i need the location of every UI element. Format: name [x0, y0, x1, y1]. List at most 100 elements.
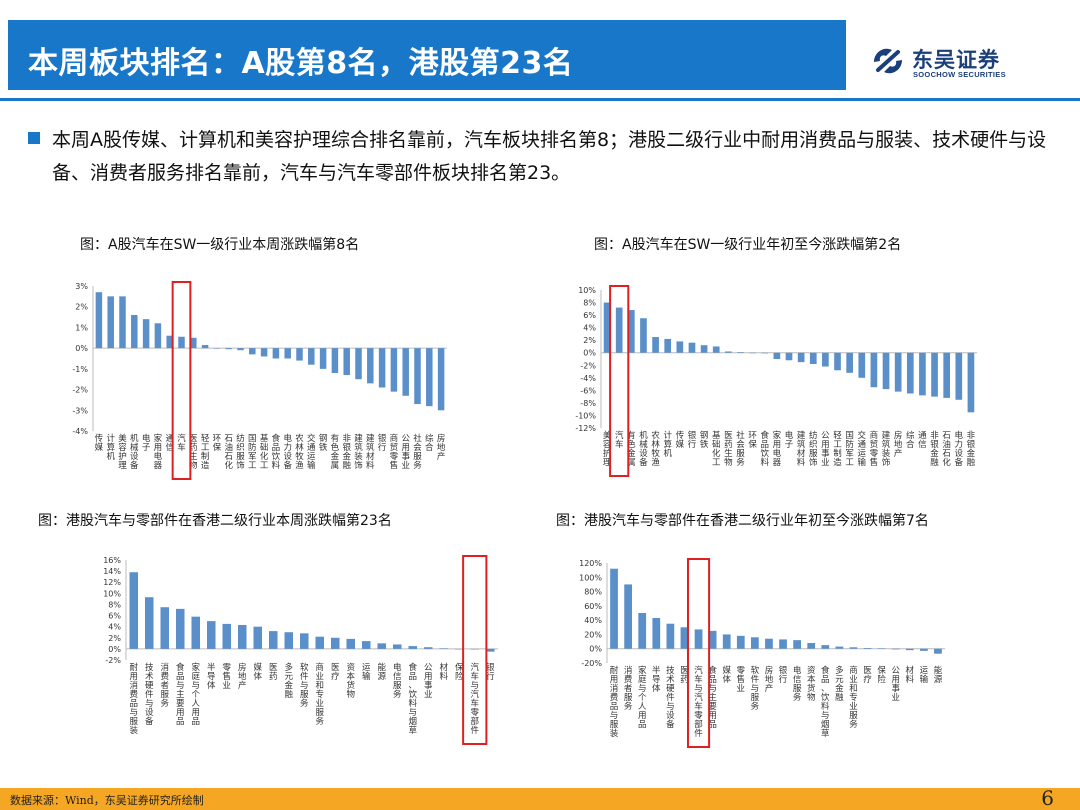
bar	[737, 352, 744, 353]
bar	[666, 623, 675, 649]
bar	[213, 348, 221, 349]
bar	[751, 637, 759, 649]
bar	[470, 648, 480, 650]
x-tick-label: 建筑装饰	[354, 433, 363, 471]
y-tick-label: -4%	[580, 374, 596, 383]
x-tick-label: 保险	[455, 662, 464, 682]
x-tick-label: 纺织服饰	[809, 430, 818, 468]
x-tick-label: 社会服务	[413, 433, 422, 471]
x-tick-label: 电信服务	[393, 662, 402, 700]
bar	[822, 352, 829, 367]
x-tick-label: 多元金融	[285, 662, 294, 700]
bar	[849, 647, 858, 649]
y-tick-label: 120%	[579, 559, 602, 568]
y-tick-label: 0%	[75, 344, 88, 353]
bar	[920, 648, 928, 651]
x-tick-label: 银行	[688, 430, 697, 450]
y-tick-label: 16%	[103, 556, 121, 565]
x-tick-label: 机械设备	[639, 430, 648, 468]
x-tick-label: 建筑装饰	[882, 430, 891, 468]
bar	[694, 629, 703, 649]
bar	[253, 626, 263, 649]
x-tick-label: 银行	[779, 665, 788, 685]
y-tick-label: 4%	[108, 623, 121, 632]
bar	[773, 352, 781, 359]
bar	[423, 647, 433, 649]
x-tick-label: 房地产	[894, 430, 903, 459]
x-tick-label: 美容护理	[603, 430, 612, 468]
chart-title-hk-ytd: 图：港股汽车与零部件在香港二级行业年初至今涨跌幅第7名	[556, 513, 929, 529]
logo-text-cn: 东吴证券	[912, 48, 1000, 72]
bar	[284, 348, 291, 359]
x-tick-label: 医药生物	[724, 431, 733, 468]
y-tick-label: 3%	[75, 282, 88, 291]
y-tick-label: 2%	[75, 303, 88, 312]
x-tick-label: 食品饮料	[272, 433, 281, 471]
x-tick-label: 通信	[918, 430, 927, 450]
x-tick-label: 机械设备	[130, 433, 139, 471]
y-tick-label: -20%	[581, 659, 602, 668]
x-tick-label: 计算机	[106, 433, 115, 462]
y-tick-label: 6%	[583, 311, 596, 320]
chart-title-a-ytd: 图：A股汽车在SW一级行业年初至今涨跌幅第2名	[594, 237, 902, 253]
x-tick-label: 家用电器	[154, 433, 163, 471]
x-tick-label: 半导体	[207, 662, 216, 691]
bar	[882, 352, 890, 390]
bar	[190, 337, 197, 349]
x-tick-label: 银行	[378, 433, 387, 453]
x-tick-label: 汽车	[177, 433, 186, 453]
summary-text: 本周A股传媒、计算机和美容护理综合排名靠前，汽车板块排名第8；港股二级行业中耐用…	[52, 129, 1047, 184]
bar	[638, 613, 647, 649]
chart-title-a-week: 图：A股汽车在SW一级行业本周涨跌幅第8名	[80, 237, 360, 253]
x-tick-label: 非银金融	[342, 433, 351, 471]
chart-hk-ytd: 120% 100% 80% 60% 40% 20% 0% -20% 耐用消费品与服装消费者服务家…	[579, 558, 945, 748]
company-logo: 东吴证券 SOOCHOW SECURITIES	[870, 44, 1030, 84]
x-tick-label: 国防军工	[845, 431, 854, 468]
x-tick-label: 电子	[785, 430, 794, 450]
x-tick-label: 媒体	[254, 663, 263, 682]
y-tick-label: 20%	[584, 630, 602, 639]
bar	[268, 631, 278, 649]
footer-bar	[0, 788, 1080, 810]
x-tick-label: 保险	[877, 665, 886, 685]
x-tick-label: 汽车	[615, 430, 624, 450]
x-tick-label: 电力设备	[955, 430, 964, 468]
logo-text-en: SOOCHOW SECURITIES	[913, 70, 1006, 79]
bar	[178, 336, 185, 349]
bar	[142, 319, 150, 349]
x-tick-label: 综合	[425, 433, 434, 453]
bar	[943, 352, 951, 398]
bar	[712, 346, 720, 353]
bar	[129, 572, 139, 649]
bar	[652, 618, 661, 649]
bar	[785, 352, 793, 361]
bar	[319, 348, 327, 369]
y-tick-label: 10%	[103, 589, 121, 598]
bar	[700, 345, 708, 353]
x-tick-label: 医疗	[863, 666, 872, 685]
x-tick-label: 环保	[213, 434, 222, 453]
bar	[408, 646, 418, 649]
page-title: 本周板块排名：A股第8名，港股第23名	[28, 46, 574, 81]
highlight-box	[609, 285, 630, 477]
x-tick-label: 材料	[906, 665, 915, 685]
x-tick-label: 农林牧渔	[651, 430, 660, 468]
x-tick-label: 资本货物	[347, 662, 356, 700]
x-tick-label: 汽车与汽车零部件	[694, 665, 703, 739]
bar	[308, 348, 315, 365]
y-tick-label: -2%	[72, 386, 88, 395]
x-tick-label: 传媒	[95, 433, 104, 453]
x-tick-label: 建筑材料	[366, 433, 375, 471]
bar	[331, 348, 339, 373]
x-tick-label: 公用事业	[821, 431, 830, 468]
y-tick-label: 80%	[584, 588, 602, 597]
y-tick-label: 14%	[103, 567, 121, 576]
bar	[615, 307, 623, 353]
bar	[931, 352, 938, 397]
x-tick-label: 石油石化	[942, 431, 951, 468]
bar	[206, 621, 216, 649]
bar	[414, 348, 421, 405]
x-tick-label: 食品、饮料与烟草	[409, 662, 418, 736]
bar	[809, 352, 817, 365]
x-tick-label: 有色金属	[627, 430, 636, 468]
